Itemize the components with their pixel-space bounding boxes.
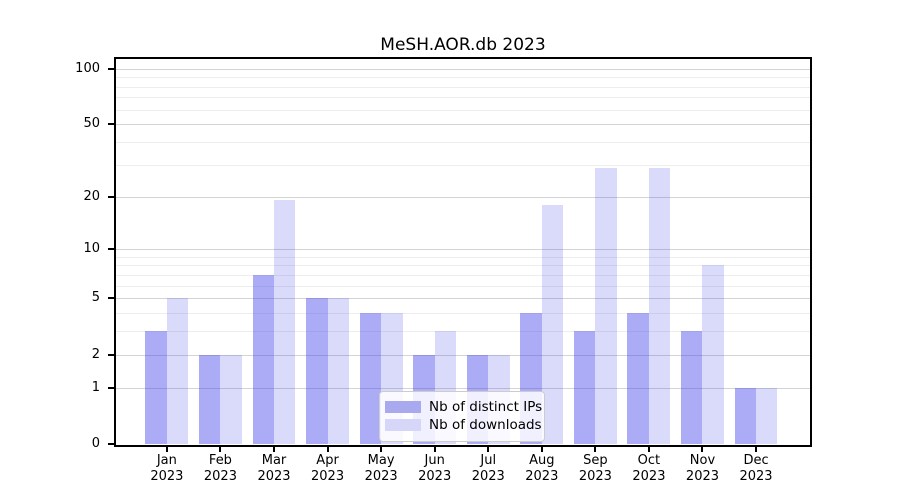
x-tick xyxy=(647,446,650,452)
y-tick xyxy=(108,386,115,389)
bar-distinct-ips xyxy=(252,274,274,444)
x-tick-label: Dec 2023 xyxy=(739,453,773,484)
y-tick xyxy=(108,297,115,300)
bar-distinct-ips xyxy=(573,331,596,444)
gridline-minor xyxy=(116,97,810,99)
legend-label-downloads: Nb of downloads xyxy=(429,417,542,433)
bar-downloads xyxy=(648,167,671,444)
gridline-major xyxy=(116,249,810,251)
y-tick xyxy=(108,67,115,70)
bar-distinct-ips xyxy=(306,298,328,444)
chart-title: MeSH.AOR.db 2023 xyxy=(380,35,546,55)
bar-distinct-ips xyxy=(199,354,221,444)
x-tick xyxy=(380,446,383,452)
x-tick xyxy=(755,446,758,452)
x-tick-label: Aug 2023 xyxy=(525,453,559,484)
y-tick-label: 50 xyxy=(83,116,100,132)
bar-distinct-ips xyxy=(681,331,703,444)
bar-downloads xyxy=(220,354,242,444)
bar-downloads xyxy=(327,298,349,444)
y-tick xyxy=(108,248,115,251)
y-tick-label: 2 xyxy=(91,346,100,362)
y-tick-label: 5 xyxy=(91,290,100,306)
gridline-major xyxy=(116,298,810,300)
x-tick-label: Sep 2023 xyxy=(578,453,612,484)
x-tick xyxy=(701,446,704,452)
legend: Nb of distinct IPs Nb of downloads xyxy=(379,391,545,442)
x-tick-label: Jun 2023 xyxy=(418,453,452,484)
gridline-major xyxy=(116,124,810,126)
y-tick xyxy=(108,123,115,126)
bar-downloads xyxy=(702,265,724,444)
gridline-minor xyxy=(116,77,810,79)
bar-distinct-ips xyxy=(627,313,649,444)
legend-swatch-downloads xyxy=(385,419,421,431)
bar-distinct-ips xyxy=(734,387,757,444)
bar-downloads xyxy=(166,298,189,444)
x-tick-label: Jan 2023 xyxy=(150,453,184,484)
y-tick-label: 20 xyxy=(83,188,100,204)
x-tick-label: Jul 2023 xyxy=(471,453,505,484)
gridline-minor xyxy=(116,313,810,315)
x-tick-label: Oct 2023 xyxy=(632,453,666,484)
bar-distinct-ips xyxy=(359,313,382,444)
gridline-minor xyxy=(116,109,810,111)
y-tick-label: 10 xyxy=(83,241,100,257)
gridline-minor xyxy=(116,164,810,166)
y-tick-label: 0 xyxy=(91,436,100,451)
x-tick-label: Mar 2023 xyxy=(257,453,291,484)
gridline-minor xyxy=(116,265,810,267)
x-tick xyxy=(326,446,329,452)
y-tick xyxy=(108,195,115,198)
y-tick xyxy=(108,443,115,445)
plot-area xyxy=(116,59,810,445)
x-tick-label: Feb 2023 xyxy=(203,453,237,484)
bar-distinct-ips xyxy=(145,331,167,444)
y-tick-label: 1 xyxy=(91,379,100,395)
legend-item-downloads: Nb of downloads xyxy=(385,417,542,433)
gridline-major xyxy=(116,354,810,356)
legend-label-distinct-ips: Nb of distinct IPs xyxy=(429,399,543,415)
y-tick xyxy=(108,353,115,356)
gridline-major xyxy=(116,68,810,70)
gridline-minor xyxy=(116,285,810,287)
x-tick xyxy=(540,446,543,452)
bar-downloads xyxy=(541,204,564,444)
gridline-minor xyxy=(116,274,810,276)
x-tick xyxy=(273,446,275,452)
x-tick-label: May 2023 xyxy=(364,453,398,484)
gridline-major xyxy=(116,387,810,389)
y-tick-label: 100 xyxy=(75,60,100,76)
x-tick-label: Apr 2023 xyxy=(311,453,345,484)
x-tick xyxy=(219,446,222,452)
gridline-minor xyxy=(116,86,810,88)
legend-item-distinct-ips: Nb of distinct IPs xyxy=(385,399,542,415)
x-tick-label: Nov 2023 xyxy=(685,453,720,484)
x-tick xyxy=(594,446,597,452)
x-tick xyxy=(433,446,436,452)
bar-downloads xyxy=(274,200,296,444)
bar-downloads xyxy=(595,167,617,444)
bar-downloads xyxy=(756,387,778,444)
x-tick xyxy=(165,446,168,452)
gridline-minor xyxy=(116,142,810,144)
gridline-minor xyxy=(116,331,810,333)
legend-swatch-distinct-ips xyxy=(385,401,421,413)
gridline-major xyxy=(116,196,810,198)
gridline-minor xyxy=(116,256,810,258)
x-tick xyxy=(487,446,490,452)
